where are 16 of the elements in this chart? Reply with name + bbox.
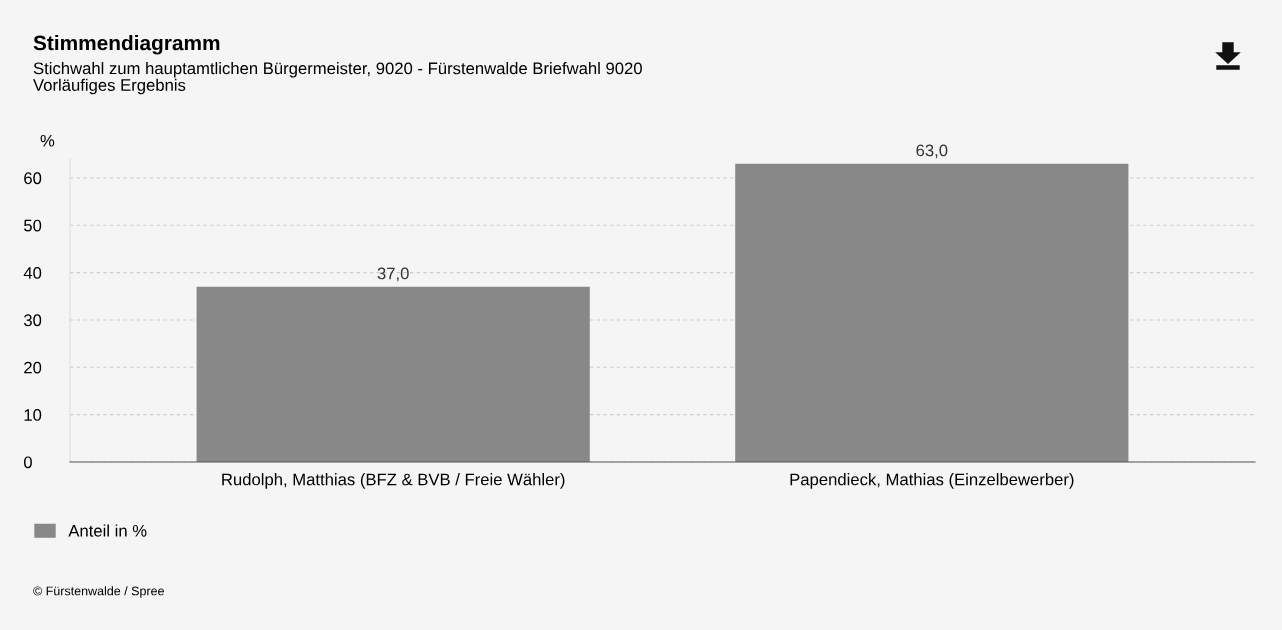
chart-subtitle: Stichwahl zum hauptamtlichen Bürgermeister, 9020 - Fürstenwalde Briefwahl 9020 Vorläufiges Ergebnis: [33, 62, 642, 95]
y-axis-title: %: [40, 134, 55, 147]
text: 63,0: [916, 144, 948, 159]
y-tick-label: 50: [24, 219, 42, 232]
y-tick-label: 30: [23, 314, 42, 327]
text: 37,0: [377, 267, 409, 282]
legend-label: Anteil in %: [68, 524, 147, 537]
y-tick-label: 10: [24, 409, 42, 421]
chart-title: Stimmendiagramm: [33, 35, 220, 55]
x-tick-label: Rudolph, Matthias (BFZ & BVB / Freie Wähler): [222, 473, 565, 489]
x-tick-label: Papendieck, Mathias (Einzelbewerber): [790, 473, 1074, 489]
y-tick-label: 40: [23, 267, 42, 279]
y-tick-label: 20: [24, 361, 42, 374]
y-tick-label: 0: [23, 456, 32, 469]
text: © Fürstenwalde / Spree: [33, 586, 164, 598]
y-tick-label: 60: [24, 172, 42, 185]
